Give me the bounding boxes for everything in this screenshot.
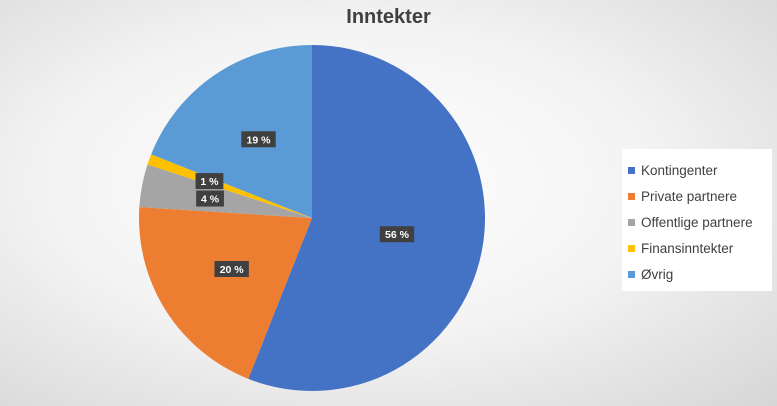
legend-label: Offentlige partnere: [641, 214, 753, 230]
pie-slice-ovrig: [151, 45, 312, 218]
data-label-offentlige-partnere: 4 %: [196, 190, 224, 207]
pie-slice-private-partnere: [139, 207, 312, 379]
pie-slice-kontingenter: [248, 45, 486, 391]
legend-swatch: [628, 244, 635, 252]
legend: Kontingenter Private partnere Offentlige p…: [622, 149, 772, 291]
legend-label: Kontingenter: [641, 162, 718, 178]
legend-label: Private partnere: [641, 188, 738, 204]
legend-swatch: [628, 270, 635, 278]
legend-label: Finansinntekter: [641, 240, 734, 256]
legend-swatch: [628, 166, 635, 174]
legend-item-private-partnere: Private partnere: [628, 183, 772, 209]
svg-text:20 %: 20 %: [220, 264, 245, 276]
svg-text:1 %: 1 %: [200, 176, 219, 188]
data-label-private-partnere: 20 %: [214, 260, 249, 277]
data-label-ovrig: 19 %: [241, 131, 276, 148]
svg-text:56 %: 56 %: [385, 229, 410, 241]
legend-item-finansinntekter: Finansinntekter: [628, 235, 772, 261]
legend-label: Øvrig: [641, 266, 674, 282]
legend-item-ovrig: Øvrig: [628, 261, 772, 287]
pie-slice-offentlige-partnere: [139, 164, 312, 218]
legend-swatch: [628, 192, 635, 200]
svg-text:4 %: 4 %: [201, 194, 220, 206]
chart-title: Inntekter: [346, 6, 431, 28]
legend-item-offentlige-partnere: Offentlige partnere: [628, 209, 772, 235]
legend-swatch: [628, 218, 635, 226]
legend-item-kontingenter: Kontingenter: [628, 157, 772, 183]
svg-text:19 %: 19 %: [247, 134, 272, 146]
data-label-finansinntekter: 1 %: [195, 173, 224, 190]
data-label-kontingenter: 56 %: [379, 226, 415, 243]
pie-slice-finansinntekter: [147, 154, 312, 218]
